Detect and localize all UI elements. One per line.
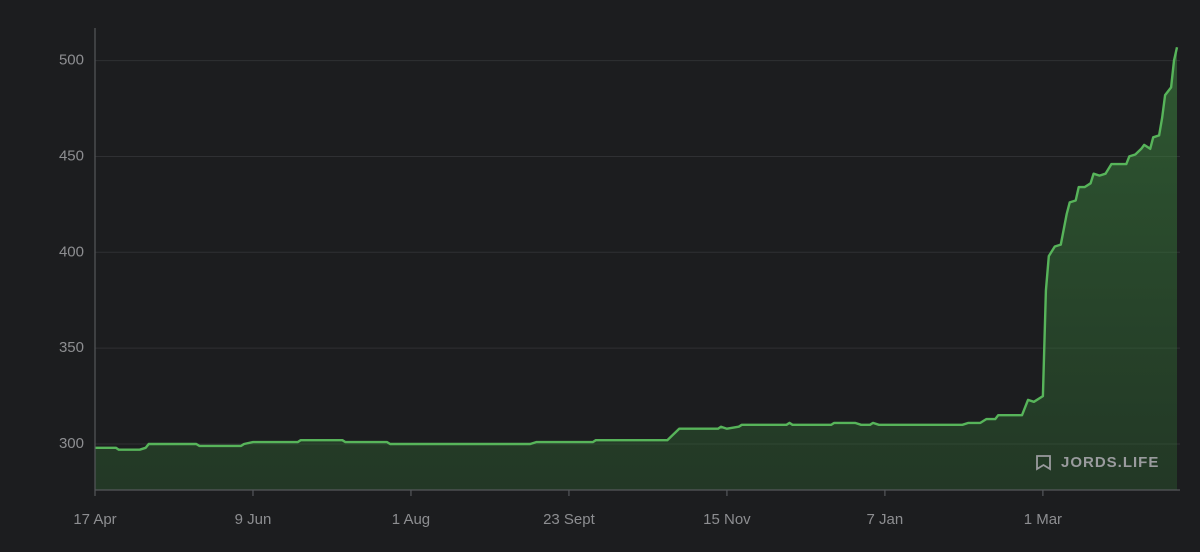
x-tick-label: 15 Nov xyxy=(703,511,751,528)
line xyxy=(95,46,1179,451)
x-tick-label: 1 Mar xyxy=(1024,511,1062,528)
y-tick-label: 350 xyxy=(59,339,84,356)
area-fill xyxy=(95,47,1177,490)
watermark-icon xyxy=(1036,455,1051,471)
x-tick-label: 7 Jan xyxy=(867,511,904,528)
y-tick-label: 300 xyxy=(59,435,84,452)
y-tick-label: 400 xyxy=(59,243,84,260)
y-tick-label: 500 xyxy=(59,52,84,69)
plot xyxy=(95,46,1179,490)
x-tick-label: 9 Jun xyxy=(235,511,272,528)
watermark: JORDS.LIFE xyxy=(1036,454,1159,471)
axes: 300 350 400 450 500 17 Apr 9 Jun 1 Aug 23 Sept 15… xyxy=(59,28,1180,528)
x-tick-label: 1 Aug xyxy=(392,511,430,528)
grid xyxy=(95,60,1180,445)
x-tick-label: 17 Apr xyxy=(73,511,116,528)
x-tick-label: 23 Sept xyxy=(543,511,596,528)
watermark-text: JORDS.LIFE xyxy=(1061,454,1159,471)
y-tick-label: 450 xyxy=(59,147,84,164)
